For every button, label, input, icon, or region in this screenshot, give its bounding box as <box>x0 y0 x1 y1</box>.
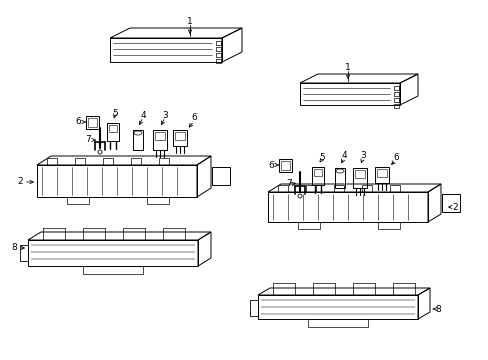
Bar <box>278 185 287 192</box>
Text: 4: 4 <box>140 111 145 120</box>
Bar <box>75 158 85 165</box>
Bar <box>249 300 258 316</box>
Text: 4: 4 <box>341 152 346 161</box>
Bar <box>281 161 289 170</box>
Bar <box>155 132 164 140</box>
Bar <box>20 245 28 261</box>
Bar <box>352 168 366 188</box>
Text: 1: 1 <box>187 18 192 27</box>
Text: 6: 6 <box>75 117 81 126</box>
Bar <box>153 130 167 150</box>
Bar <box>333 185 343 192</box>
Text: 3: 3 <box>359 152 365 161</box>
Bar <box>393 86 398 90</box>
Text: 6: 6 <box>191 113 197 122</box>
Bar <box>393 104 398 108</box>
Bar <box>131 158 141 165</box>
Bar <box>377 222 399 229</box>
Bar <box>88 118 97 127</box>
Bar <box>147 197 169 204</box>
Bar <box>47 158 57 165</box>
Bar <box>86 116 99 129</box>
Bar <box>216 47 221 51</box>
Text: 8: 8 <box>434 306 440 315</box>
Bar <box>212 167 229 185</box>
Bar <box>133 130 142 150</box>
Bar <box>175 132 184 140</box>
Bar <box>354 170 364 178</box>
Text: 5: 5 <box>319 153 324 162</box>
Bar <box>67 197 89 204</box>
Bar <box>216 53 221 57</box>
Text: 5: 5 <box>112 108 118 117</box>
Text: 3: 3 <box>162 111 167 120</box>
Text: 8: 8 <box>11 243 17 252</box>
Bar <box>334 168 345 188</box>
Bar <box>159 158 169 165</box>
Bar <box>216 41 221 45</box>
Bar <box>109 125 117 132</box>
Bar <box>297 222 319 229</box>
Text: 1: 1 <box>345 63 350 72</box>
Text: 6: 6 <box>392 153 398 162</box>
Bar <box>393 92 398 96</box>
Bar <box>374 167 388 183</box>
Text: 7: 7 <box>85 135 91 144</box>
Text: 6: 6 <box>267 161 273 170</box>
Bar <box>311 167 324 185</box>
Bar <box>313 169 321 176</box>
Bar <box>216 59 221 63</box>
Bar <box>305 185 315 192</box>
Text: 2: 2 <box>451 203 457 212</box>
Bar <box>361 185 371 192</box>
Bar <box>83 266 142 274</box>
Bar <box>389 185 399 192</box>
Text: 7: 7 <box>285 180 291 189</box>
Bar <box>307 319 367 327</box>
Bar <box>173 130 186 146</box>
Bar <box>107 123 119 141</box>
Bar <box>393 98 398 102</box>
Text: 2: 2 <box>17 177 23 186</box>
Bar <box>279 159 291 172</box>
Bar <box>376 169 386 177</box>
Bar <box>103 158 113 165</box>
Bar <box>441 194 459 212</box>
